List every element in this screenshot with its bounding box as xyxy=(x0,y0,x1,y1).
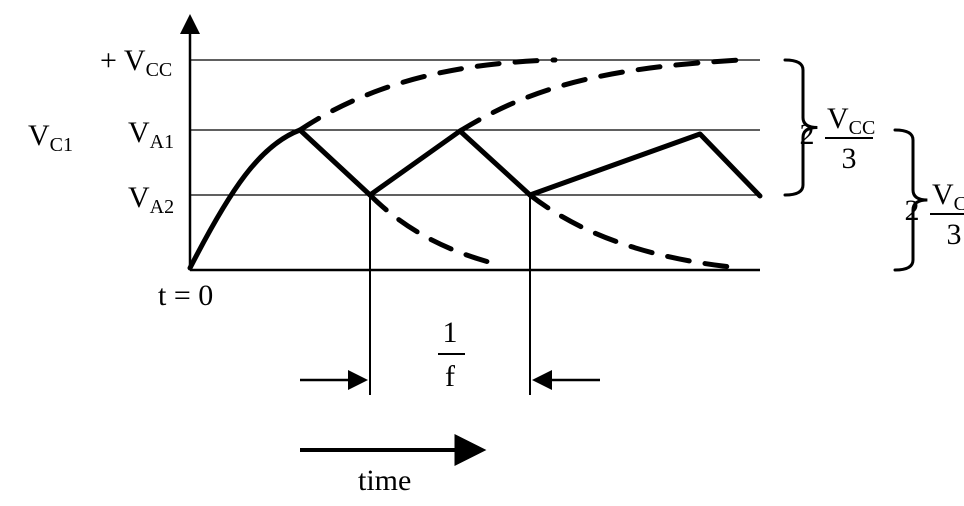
label-va1: VA1 xyxy=(128,116,174,153)
frac-upper-coef: 2 xyxy=(800,118,815,151)
time-label: time xyxy=(358,464,411,497)
waveform-diagram: 1ftimeVC1+ VCCVA1VA2t = 02VCC32VCC3 xyxy=(0,0,964,506)
curve-dash_lower1 xyxy=(370,195,500,265)
frac-upper-den: 3 xyxy=(842,142,857,175)
label-plus-vcc: + VCC xyxy=(100,44,172,81)
frac-lower-num: VCC xyxy=(932,178,964,215)
curve-dash_upper2 xyxy=(460,60,740,131)
waveform-solid xyxy=(190,130,760,268)
label-va2: VA2 xyxy=(128,181,174,218)
frac-lower-den: 3 xyxy=(947,218,962,251)
label-t0: t = 0 xyxy=(158,279,213,312)
label-vc1: VC1 xyxy=(28,119,73,156)
frac-upper-num: VCC xyxy=(827,102,875,139)
curve-dash_upper1 xyxy=(300,60,555,130)
period-numerator: 1 xyxy=(443,316,458,349)
frac-lower-coef: 2 xyxy=(905,194,920,227)
curve-dash_lower2 xyxy=(530,195,740,268)
period-denominator: f xyxy=(445,360,455,393)
